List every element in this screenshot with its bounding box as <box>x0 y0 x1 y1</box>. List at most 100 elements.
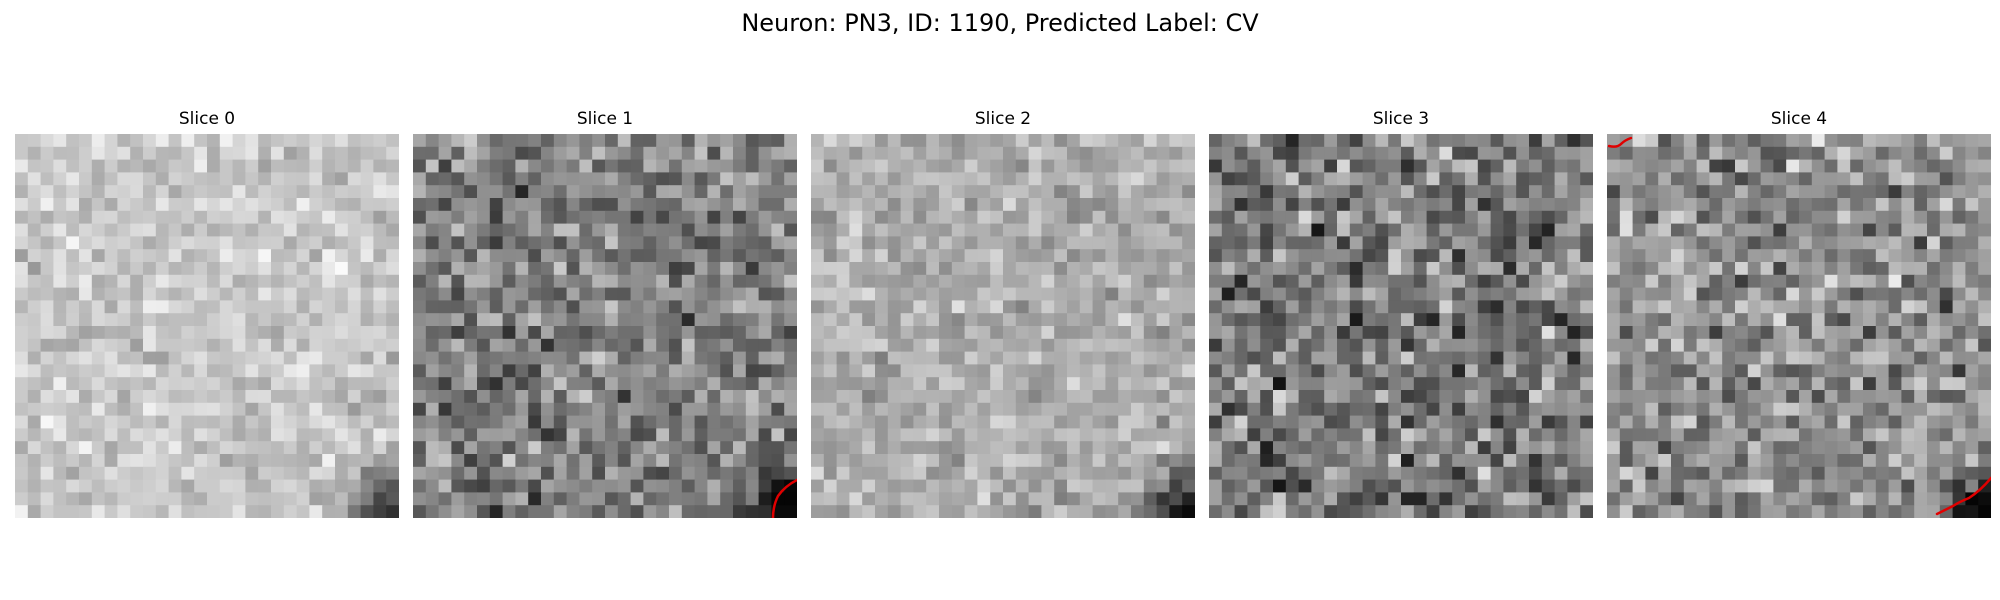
pixel <box>1875 441 1890 455</box>
pixel <box>862 236 876 250</box>
pixel <box>425 479 440 493</box>
pixel <box>592 274 606 289</box>
pixel <box>1747 326 1762 340</box>
pixel <box>1811 454 1826 468</box>
pixel <box>1837 390 1851 404</box>
pixel <box>669 466 683 481</box>
pixel <box>1490 236 1504 250</box>
pixel <box>836 402 850 417</box>
pixel <box>219 262 234 276</box>
pixel <box>1413 492 1428 506</box>
pixel <box>1067 326 1081 340</box>
pixel <box>990 313 1004 327</box>
pixel <box>990 479 1004 493</box>
pixel <box>1683 146 1698 161</box>
pixel <box>245 479 259 493</box>
pixel <box>1465 441 1479 455</box>
pixel <box>1541 505 1556 518</box>
pixel <box>1901 210 1915 225</box>
pixel <box>1169 351 1183 365</box>
pixel <box>1735 390 1749 404</box>
pixel <box>720 134 734 148</box>
pixel <box>1105 210 1119 225</box>
pixel <box>1156 172 1170 186</box>
pixel <box>245 326 259 340</box>
pixel <box>694 262 708 276</box>
pixel <box>1247 274 1261 289</box>
pixel <box>541 198 555 212</box>
pixel <box>1901 274 1915 289</box>
pixel <box>79 428 93 442</box>
pixel <box>425 146 440 161</box>
pixel <box>309 223 323 237</box>
pixel <box>1607 236 1621 250</box>
pixel <box>926 274 940 289</box>
pixel <box>1927 159 1941 173</box>
pixel <box>579 249 593 263</box>
pixel <box>79 338 93 353</box>
pixel <box>309 249 323 263</box>
pixel <box>1927 236 1941 250</box>
pixel <box>232 326 246 340</box>
pixel <box>964 428 978 442</box>
pixel <box>1580 415 1593 429</box>
pixel <box>1054 300 1068 314</box>
pixel <box>258 390 272 404</box>
pixel <box>1875 262 1890 276</box>
pixel <box>335 415 349 429</box>
pixel <box>836 236 850 250</box>
pixel <box>1939 300 1954 314</box>
pixel <box>1632 262 1646 276</box>
pixel <box>309 466 323 481</box>
pixel <box>91 274 106 289</box>
pixel <box>271 236 285 250</box>
pixel <box>758 185 772 199</box>
pixel <box>643 146 657 161</box>
pixel <box>1156 492 1170 506</box>
pixel <box>720 441 734 455</box>
pixel <box>1337 300 1351 314</box>
pixel <box>1349 505 1364 518</box>
pixel <box>91 351 106 365</box>
pixel <box>926 364 940 378</box>
pixel <box>939 223 953 237</box>
pixel <box>117 466 131 481</box>
pixel <box>1413 262 1428 276</box>
pixel <box>1875 146 1890 161</box>
pixel <box>15 351 29 365</box>
pixel <box>1477 351 1492 365</box>
pixel <box>104 402 118 417</box>
pixel <box>758 338 772 353</box>
pixel <box>900 326 914 340</box>
pixel <box>347 249 362 263</box>
pixel <box>720 402 734 417</box>
pixel <box>1786 338 1800 353</box>
pixel <box>694 351 708 365</box>
pixel <box>1658 479 1672 493</box>
pixel <box>1028 134 1042 148</box>
pixel <box>1735 377 1749 391</box>
pixel <box>1156 146 1170 161</box>
pixel <box>335 223 349 237</box>
pixel <box>15 454 29 468</box>
pixel <box>1671 313 1685 327</box>
pixel <box>1580 338 1593 353</box>
pixel <box>1901 466 1915 481</box>
pixel <box>1580 364 1593 378</box>
pixel <box>900 428 914 442</box>
pixel <box>1105 338 1119 353</box>
pixel <box>1285 223 1300 237</box>
pixel <box>887 402 902 417</box>
pixel <box>849 134 863 148</box>
pixel <box>66 287 80 301</box>
pixel <box>1939 377 1954 391</box>
pixel <box>1580 479 1593 493</box>
pixel <box>322 415 336 429</box>
pixel <box>1324 172 1338 186</box>
pixel <box>1837 146 1851 161</box>
pixel <box>1041 300 1055 314</box>
pixel <box>617 210 632 225</box>
pixel <box>1607 338 1621 353</box>
pixel <box>1182 326 1195 340</box>
pixel <box>1824 159 1838 173</box>
